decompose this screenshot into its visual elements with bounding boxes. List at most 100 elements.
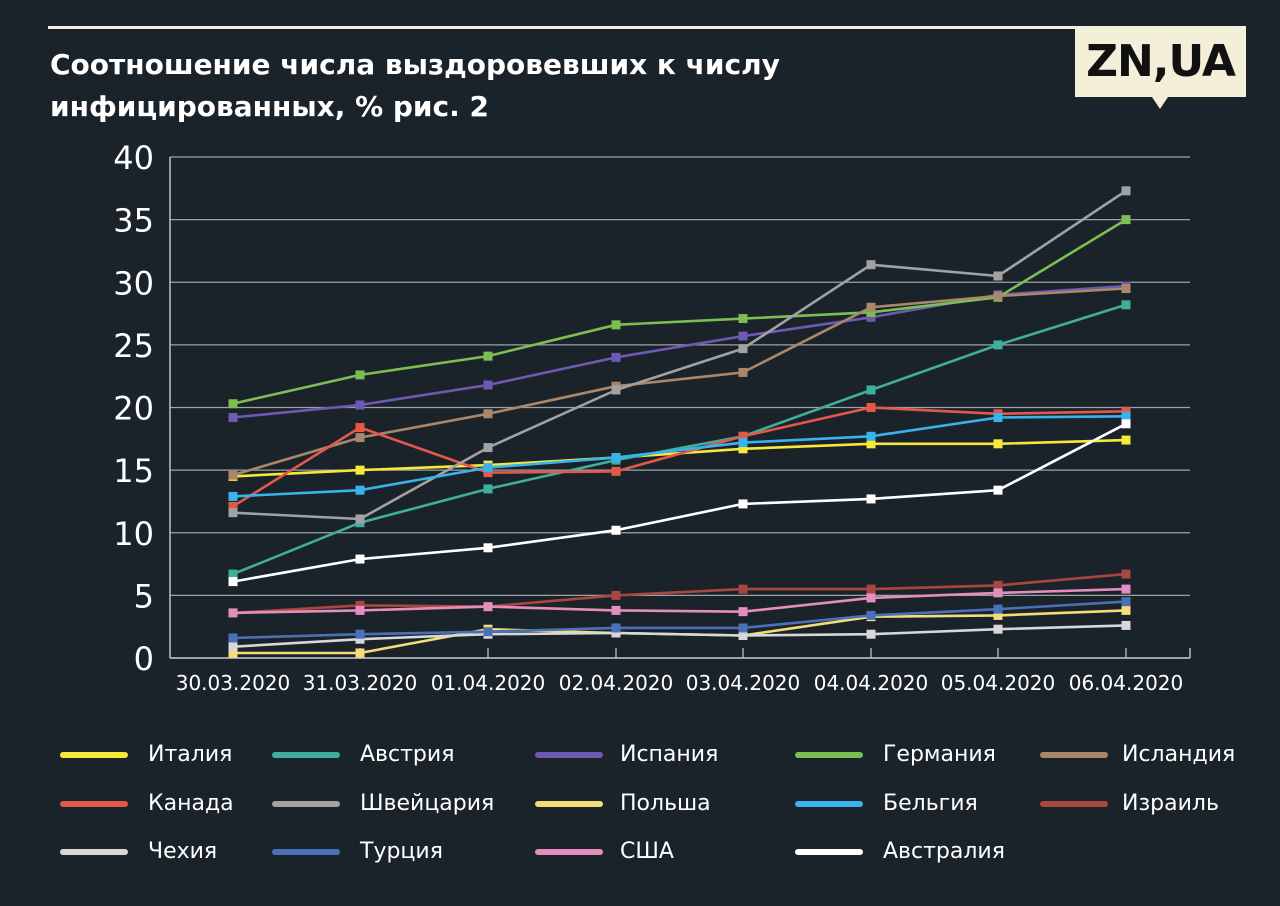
data-point [483,484,493,494]
data-point [611,628,621,638]
data-point [738,630,748,640]
data-point [355,400,365,410]
series-line-9 [232,572,1127,615]
data-point [228,642,238,652]
series-line-3 [232,218,1127,405]
x-axis-tick-labels: 30.03.2020 31.03.2020 01.04.2020 02.04.2020… [176,671,1184,695]
data-point [228,508,238,518]
data-point [738,623,748,633]
data-point [866,629,876,639]
data-point [483,380,493,390]
y-axis-tick-labels: 0 5 10 15 20 25 30 35 40 [113,139,154,678]
data-point [1121,605,1131,615]
data-point [355,554,365,564]
data-point [1121,284,1131,294]
data-point [611,320,621,330]
series-line-13 [232,422,1127,583]
data-point [228,491,238,501]
series-line-11 [232,600,1127,640]
data-point [228,648,238,658]
data-point [483,409,493,419]
data-point [738,584,748,594]
x-tick-label: 03.04.2020 [686,671,801,695]
y-tick-label: 35 [113,202,154,240]
data-point [355,465,365,475]
y-tick-label: 5 [134,577,154,615]
x-tick-label: 30.03.2020 [176,671,291,695]
data-point [228,577,238,587]
data-point [611,466,621,476]
series-line-2 [232,284,1127,419]
data-point [993,580,1003,590]
data-point [483,468,493,478]
x-tick-label: 02.04.2020 [559,671,674,695]
y-tick-label: 20 [113,390,154,428]
data-point [866,312,876,322]
data-point [738,431,748,441]
series-line-1 [232,303,1127,576]
data-point [355,423,365,433]
chart-title: Соотношение числа выздоровевших к числу … [50,48,780,123]
data-point [866,439,876,449]
data-point [1121,406,1131,416]
data-point [866,431,876,441]
data-point [1121,435,1131,445]
data-point [611,623,621,633]
x-tick-label: 06.04.2020 [1069,671,1184,695]
data-point [866,385,876,395]
data-point [355,370,365,380]
y-tick-label: 25 [113,327,154,365]
data-point [738,438,748,448]
data-point [228,608,238,618]
data-point [993,485,1003,495]
data-point [483,602,493,612]
data-point [738,367,748,377]
data-point [611,453,621,463]
data-point [611,590,621,600]
data-point [483,463,493,473]
series-line-6 [232,189,1127,521]
data-point [1121,620,1131,630]
data-point [355,629,365,639]
series-line-10 [232,624,1127,648]
y-tick-label: 30 [113,264,154,302]
data-point [611,525,621,535]
data-point [866,302,876,312]
grid-lines [170,156,1190,596]
series-line-7 [233,609,1127,655]
y-tick-label: 0 [134,640,154,678]
data-point [738,314,748,324]
y-tick-label: 10 [113,515,154,553]
data-point [228,399,238,409]
data-point [483,627,493,637]
data-point [993,271,1003,281]
data-point [866,494,876,504]
data-point [866,584,876,594]
data-point [483,351,493,361]
top-rule [48,26,1246,29]
data-point [738,344,748,354]
data-point [228,470,238,480]
data-point [1121,419,1131,429]
data-point [738,444,748,454]
data-point [993,588,1003,598]
data-point [1121,597,1131,607]
series-line-0 [232,438,1127,478]
axes [169,157,1191,659]
brand-logo-tail [1152,97,1168,109]
data-point [355,600,365,610]
data-point [866,307,876,317]
data-point [993,624,1003,634]
data-point [866,610,876,620]
series-line-5 [232,406,1127,508]
data-point [611,605,621,615]
data-point [738,331,748,341]
data-point [483,543,493,553]
data-point [738,499,748,509]
x-tick-label: 31.03.2020 [303,671,418,695]
data-point [866,593,876,603]
series-lines [232,189,1127,655]
data-point [1121,411,1131,421]
data-point [993,610,1003,620]
